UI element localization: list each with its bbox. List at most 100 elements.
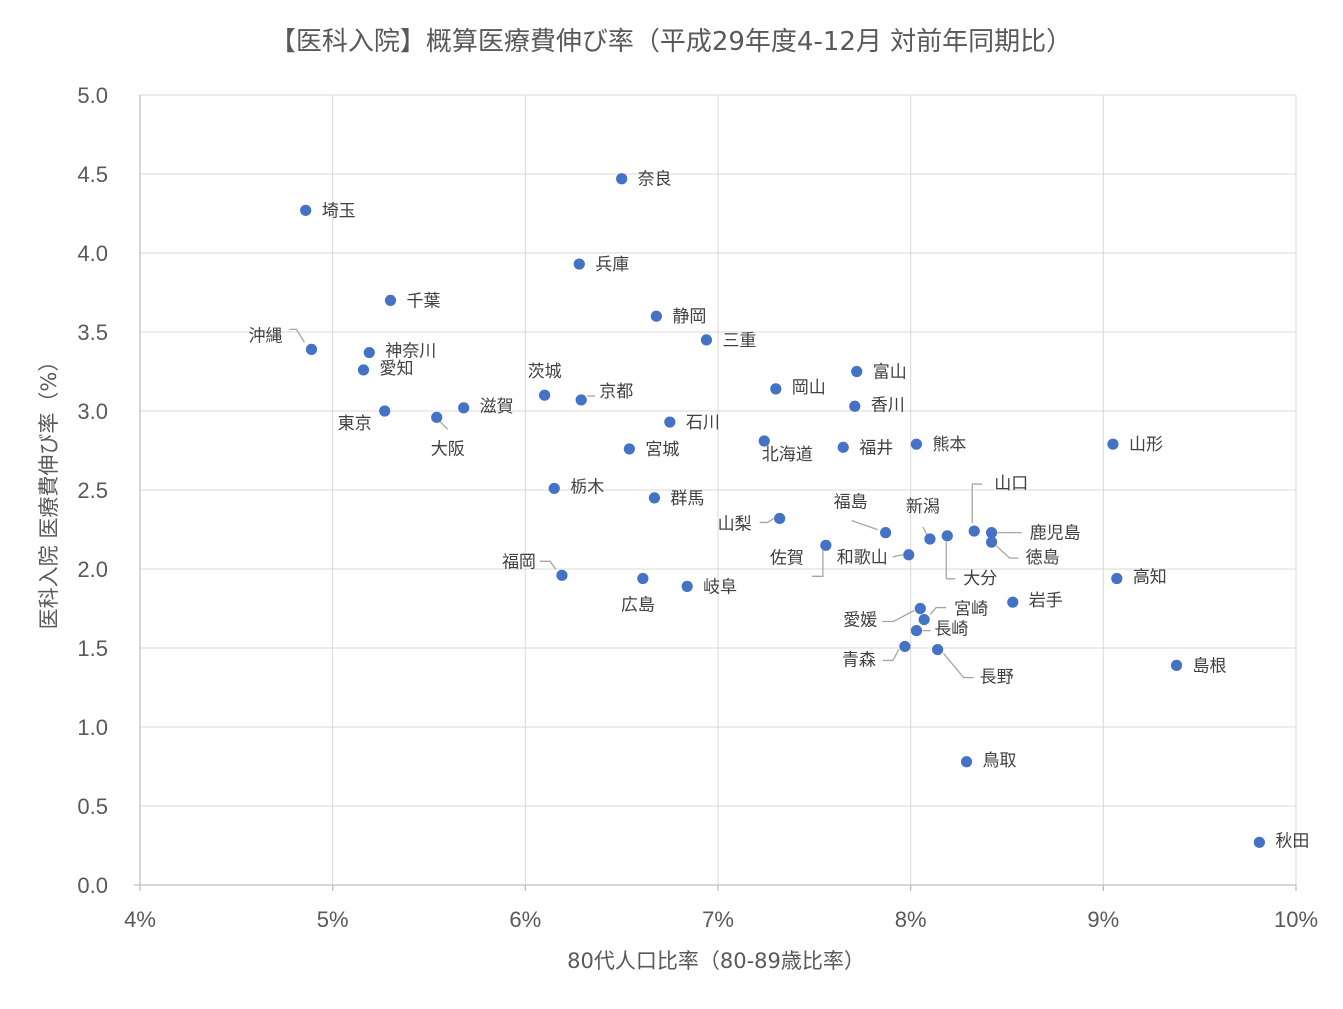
data-label: 高知 [1133, 567, 1167, 587]
y-tick-label: 3.5 [77, 320, 108, 345]
data-point [363, 346, 375, 359]
leader-line [539, 560, 557, 570]
y-tick-label: 2.0 [77, 557, 108, 582]
data-label: 茨城 [528, 362, 562, 382]
leader-line [971, 483, 983, 524]
data-label: 沖縄 [248, 326, 282, 346]
leader-line [882, 609, 915, 623]
data-point [431, 411, 443, 423]
x-tick-label: 10% [1274, 907, 1318, 932]
data-label: 埼玉 [322, 201, 356, 221]
leader-line [289, 328, 306, 343]
data-point [770, 383, 782, 395]
y-tick-label: 3.0 [77, 399, 108, 424]
data-label: 山口 [994, 474, 1028, 494]
y-tick-label: 5.0 [77, 83, 108, 108]
y-axis-title: 医科入院 医療費伸び率（%） [37, 351, 61, 630]
x-tick-label: 5% [317, 907, 349, 932]
leader-line [945, 541, 956, 580]
data-point [300, 204, 312, 216]
data-point [758, 435, 770, 447]
data-point [985, 536, 998, 548]
data-point [700, 334, 713, 346]
data-label: 東京 [338, 414, 372, 434]
data-label: 佐賀 [770, 548, 804, 568]
data-point [903, 549, 915, 561]
grid [140, 94, 1297, 885]
y-tick-label: 1.5 [77, 636, 108, 661]
data-label: 福島 [834, 493, 868, 513]
data-label: 熊本 [932, 435, 966, 455]
y-tick-label: 4.0 [77, 241, 108, 266]
data-label: 群馬 [670, 489, 704, 509]
data-label: 滋賀 [480, 397, 514, 417]
data-point [648, 492, 661, 504]
data-point [384, 294, 397, 306]
data-label: 兵庫 [595, 255, 629, 275]
x-tick-label: 6% [509, 907, 541, 932]
data-label: 三重 [722, 331, 756, 351]
data-label: 青森 [842, 650, 876, 670]
data-point [575, 394, 587, 406]
data-point [851, 365, 863, 378]
data-label: 徳島 [1026, 548, 1060, 568]
x-tick-label: 8% [895, 907, 927, 932]
data-label: 和歌山 [837, 548, 888, 568]
data-label: 鹿児島 [1030, 524, 1081, 544]
data-point [1253, 836, 1265, 848]
data-point [305, 343, 318, 355]
data-label: 福岡 [502, 552, 536, 572]
data-label: 栃木 [570, 477, 604, 497]
data-label: 奈良 [638, 170, 672, 190]
y-tick-label: 0.5 [77, 794, 108, 819]
data-point [820, 539, 832, 551]
data-point [849, 400, 861, 412]
data-label: 北海道 [762, 445, 813, 465]
data-label: 鳥取 [983, 751, 1017, 771]
data-label: 山梨 [718, 514, 752, 534]
data-label: 香川 [871, 395, 905, 415]
y-tick-label: 0.0 [77, 873, 108, 898]
data-label: 愛媛 [843, 611, 877, 631]
data-point [650, 310, 662, 322]
data-label: 岐阜 [703, 577, 737, 597]
leader-line [851, 520, 878, 531]
data-point [1107, 438, 1119, 450]
data-point [548, 482, 560, 495]
leader-line [759, 517, 775, 524]
x-tick-label: 9% [1087, 907, 1119, 932]
data-label: 長野 [980, 668, 1014, 688]
y-tick-label: 2.5 [77, 478, 108, 503]
data-point [616, 173, 628, 185]
y-tick-label: 4.5 [77, 162, 108, 187]
data-label: 石川 [686, 413, 720, 433]
chart-title: 【医科入院】概算医療費伸び率（平成29年度4-12月 対前年同期比） [270, 27, 1072, 57]
x-tick-label: 4% [124, 907, 156, 932]
data-point [458, 402, 470, 414]
leader-line [892, 554, 903, 558]
data-point [941, 530, 953, 542]
data-point [379, 405, 391, 417]
data-point [960, 756, 973, 768]
data-point [932, 643, 944, 656]
data-label: 宮崎 [954, 600, 988, 620]
data-label: 大分 [963, 569, 997, 589]
axes: 0.0 0.5 1.0 1.5 2.0 2.5 3.0 3.5 4.0 4.5 5.0 4% 5% 6% 7… [77, 83, 1318, 932]
leader-line [439, 420, 449, 430]
data-point [1007, 596, 1019, 608]
data-point [556, 569, 568, 581]
data-label: 愛知 [379, 359, 413, 379]
leader-line [943, 653, 974, 679]
data-point [914, 602, 926, 615]
data-label: 長崎 [934, 620, 968, 640]
data-point [623, 443, 635, 455]
x-tick-label: 7% [702, 907, 734, 932]
leader-line [929, 606, 947, 615]
leader-line [996, 545, 1019, 559]
data-label: 新潟 [906, 497, 940, 517]
x-axis-title: 80代人口比率（80-89歳比率） [567, 949, 865, 973]
data-label: 岡山 [792, 378, 826, 398]
data-point [924, 533, 936, 545]
data-label: 大阪 [431, 439, 465, 459]
